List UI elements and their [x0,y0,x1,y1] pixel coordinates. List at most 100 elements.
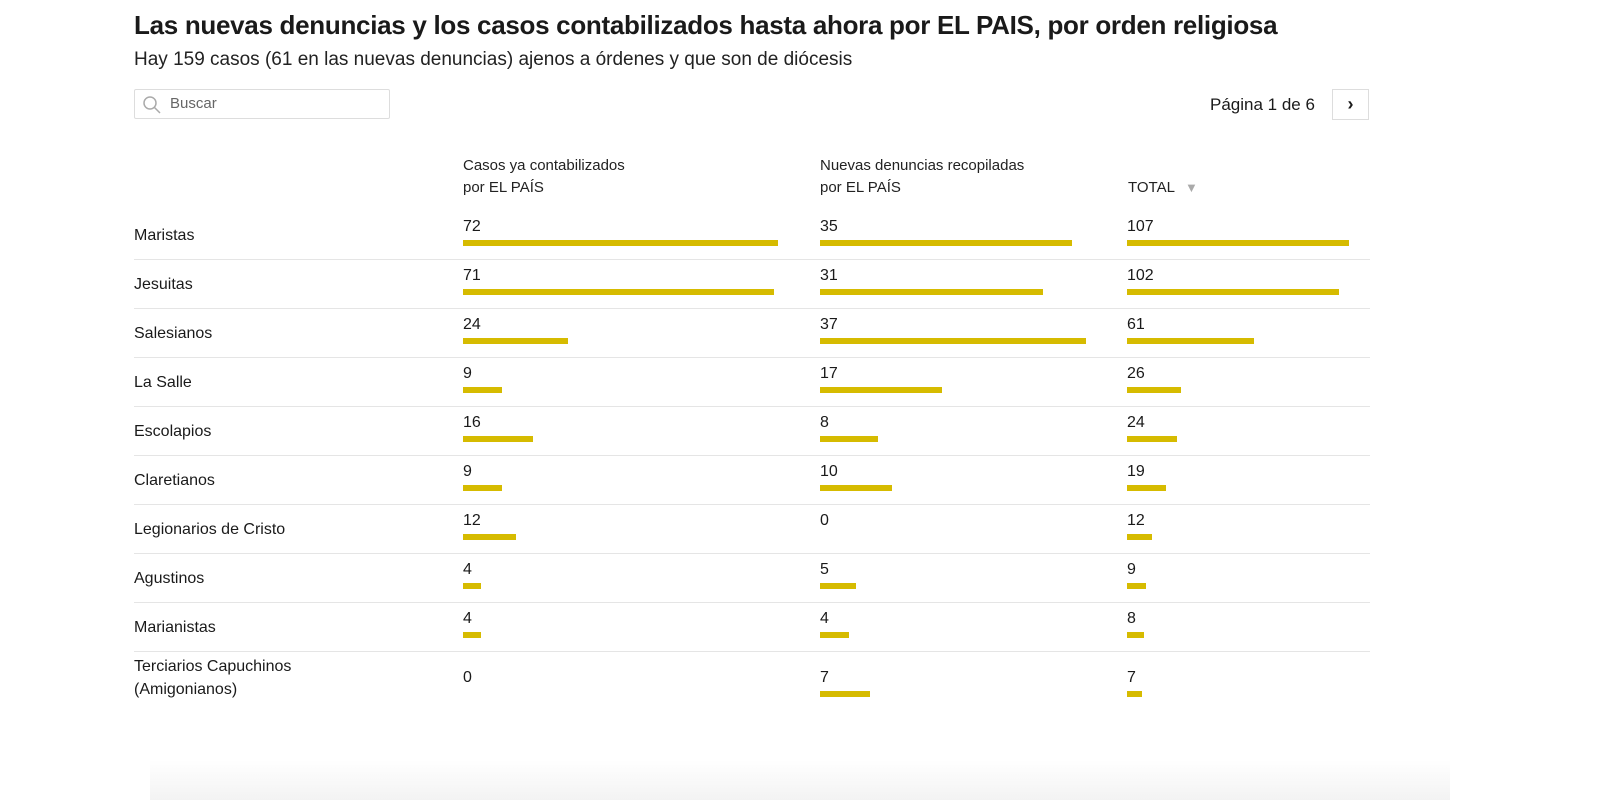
chevron-right-icon: › [1347,94,1354,114]
table-cell: 9 [463,365,503,393]
table-cell: 107 [1127,218,1349,246]
table-cell: 0 [463,669,472,687]
table-cell: 72 [463,218,778,246]
table-row: Marianistas 4 4 8 [134,602,1370,652]
table-row: Jesuitas 71 31 102 [134,259,1370,309]
row-label: Salesianos [134,325,213,342]
value-bar [820,338,1086,344]
table-cell: 9 [463,463,503,491]
next-page-button[interactable]: › [1332,89,1369,120]
table-cell: 102 [1127,267,1339,295]
value-label: 102 [1127,267,1154,284]
table-cell: 7 [820,669,871,697]
value-label: 8 [820,414,829,431]
value-label: 26 [1127,365,1145,382]
table-cell: 4 [463,561,481,589]
value-bar [463,240,778,246]
value-label: 0 [463,669,472,686]
table-row: Terciarios Capuchinos (Amigonianos) 0 7 7 [134,651,1370,700]
value-label: 12 [1127,512,1145,529]
column-header-casos[interactable]: Casos ya contabilizados por EL PAÍS [463,155,625,199]
row-label: Marianistas [134,619,216,636]
page-footer-shadow [150,760,1450,800]
table-row: Claretianos 9 10 19 [134,455,1370,505]
value-bar [1127,583,1146,589]
value-label: 0 [820,512,829,529]
page-indicator: Página 1 de 6 [1210,95,1315,114]
value-bar [820,240,1072,246]
table-cell: 26 [1127,365,1181,393]
table-cell: 35 [820,218,1072,246]
value-label: 17 [820,365,838,382]
row-label: Claretianos [134,472,215,489]
value-label: 7 [820,669,829,686]
value-label: 24 [463,316,481,333]
row-label-line: Terciarios Capuchinos [134,658,292,675]
table-cell: 5 [820,561,856,589]
row-label: Maristas [134,227,195,244]
value-bar [1127,691,1142,697]
value-bar [820,583,856,589]
value-bar [463,387,503,393]
value-label: 107 [1127,218,1154,235]
table-row: La Salle 9 17 26 [134,357,1370,407]
table-cell: 12 [1127,512,1152,540]
table-cell: 10 [820,463,892,491]
value-label: 72 [463,218,481,235]
chart-title: Las nuevas denuncias y los casos contabi… [134,10,1278,40]
table-cell: 8 [1127,610,1144,638]
table-row: Salesianos 24 37 61 [134,308,1370,358]
column-header-line: por EL PAÍS [820,179,901,196]
table-cell: 7 [1127,669,1142,697]
table-cell: 9 [1127,561,1146,589]
value-bar [820,387,943,393]
value-label: 12 [463,512,481,529]
value-bar [1127,534,1152,540]
sort-descending-icon[interactable]: ▼ [1184,180,1198,195]
value-label: 4 [820,610,829,627]
column-header-line: TOTAL [1128,179,1175,196]
search-input[interactable] [168,94,382,113]
table-cell: 19 [1127,463,1167,491]
value-label: 24 [1127,414,1145,431]
table-cell: 61 [1127,316,1254,344]
value-bar [820,691,871,697]
column-header-total[interactable]: TOTAL ▼ [1128,177,1198,199]
value-bar [820,289,1043,295]
value-label: 4 [463,561,472,578]
row-label: Agustinos [134,570,205,587]
table-cell: 4 [463,610,481,638]
table-row: Escolapios 16 8 24 [134,406,1370,456]
value-label: 9 [463,365,472,382]
value-bar [1127,240,1349,246]
chart-subtitle: Hay 159 casos (61 en las nuevas denuncia… [134,49,853,70]
table-row: Agustinos 4 5 9 [134,553,1370,603]
row-label: Terciarios Capuchinos (Amigonianos) [134,655,291,701]
value-label: 9 [463,463,472,480]
value-bar [463,436,533,442]
search-icon [143,96,161,114]
value-bar [820,436,878,442]
value-bar [1127,436,1177,442]
value-label: 37 [820,316,838,333]
value-label: 10 [820,463,838,480]
table-row: Maristas 72 35 107 [134,210,1370,260]
value-label: 9 [1127,561,1136,578]
value-bar [820,632,849,638]
value-label: 5 [820,561,829,578]
value-label: 4 [463,610,472,627]
value-bar [1127,387,1181,393]
column-header-nuevas[interactable]: Nuevas denuncias recopiladas por EL PAÍS [820,155,1024,199]
row-label: Escolapios [134,423,212,440]
row-label: La Salle [134,374,192,391]
search-box[interactable] [134,89,390,119]
table-cell: 31 [820,267,1043,295]
table-cell: 37 [820,316,1086,344]
value-label: 7 [1127,669,1136,686]
table-cell: 4 [820,610,849,638]
value-bar [463,338,568,344]
table-cell: 8 [820,414,878,442]
value-bar [463,289,774,295]
table-cell: 16 [463,414,533,442]
table-cell: 24 [1127,414,1177,442]
